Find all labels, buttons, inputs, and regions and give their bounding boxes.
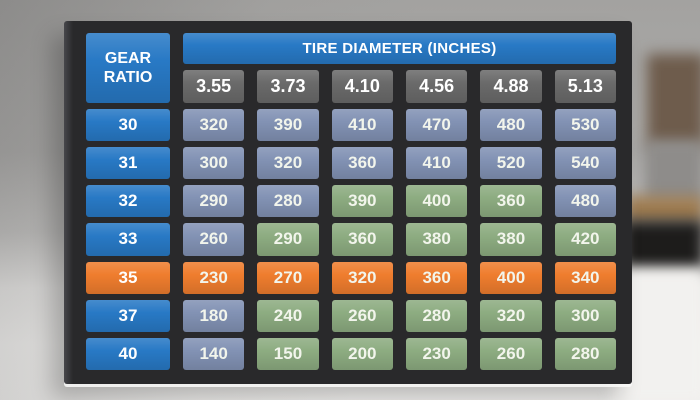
rpm-value-cell: 540 bbox=[554, 147, 616, 180]
rpm-value-cell: 360 bbox=[331, 147, 393, 180]
gear-ratio-cell: 30 bbox=[86, 109, 170, 142]
rpm-value-cell: 360 bbox=[331, 223, 393, 256]
rpm-value-cell: 400 bbox=[405, 185, 468, 218]
rpm-value-cell: 390 bbox=[331, 185, 393, 218]
rpm-value-cell: 230 bbox=[183, 261, 245, 294]
rpm-value-cell: 300 bbox=[183, 147, 245, 180]
rpm-value-cell: 260 bbox=[183, 223, 245, 256]
rpm-value-cell: 420 bbox=[554, 223, 616, 256]
rpm-value-cell: 470 bbox=[405, 109, 468, 142]
rpm-value-cell: 360 bbox=[405, 261, 468, 294]
gear-ratio-cell: 35 bbox=[86, 261, 170, 294]
gear-ratio-cell: 37 bbox=[86, 299, 170, 332]
rpm-value-cell: 230 bbox=[405, 337, 468, 370]
rpm-value-cell: 290 bbox=[183, 185, 245, 218]
column-header-3-55: 3.55 bbox=[183, 70, 245, 103]
rpm-value-cell: 140 bbox=[183, 337, 245, 370]
rpm-value-cell: 340 bbox=[554, 261, 616, 294]
column-header-4-10: 4.10 bbox=[331, 70, 393, 103]
rpm-value-cell: 150 bbox=[257, 337, 319, 370]
rpm-value-cell: 480 bbox=[554, 185, 616, 218]
rpm-value-cell: 320 bbox=[257, 147, 319, 180]
rpm-value-cell: 320 bbox=[480, 299, 542, 332]
rpm-value-cell: 380 bbox=[480, 223, 542, 256]
table-title: TIRE DIAMETER (INCHES) bbox=[183, 33, 616, 64]
rpm-value-cell: 480 bbox=[480, 109, 542, 142]
rpm-value-cell: 320 bbox=[183, 109, 245, 142]
rpm-value-cell: 280 bbox=[554, 337, 616, 370]
rpm-value-cell: 260 bbox=[480, 337, 542, 370]
rpm-value-cell: 240 bbox=[257, 299, 319, 332]
background-blur-object bbox=[647, 54, 700, 148]
rpm-value-cell: 320 bbox=[331, 261, 393, 294]
rpm-value-cell: 280 bbox=[405, 299, 468, 332]
corner-header-gear-ratio: GEAR RATIO bbox=[86, 33, 170, 103]
column-header-3-73: 3.73 bbox=[257, 70, 319, 103]
rpm-value-cell: 180 bbox=[183, 299, 245, 332]
ratio-table: GEAR RATIO TIRE DIAMETER (INCHES) 3.55 3… bbox=[86, 33, 616, 370]
gear-ratio-cell: 32 bbox=[86, 185, 170, 218]
rpm-value-cell: 270 bbox=[257, 261, 319, 294]
gear-ratio-cell: 40 bbox=[86, 337, 170, 370]
background-dark-strip bbox=[622, 220, 700, 272]
column-header-4-88: 4.88 bbox=[480, 70, 542, 103]
rpm-value-cell: 260 bbox=[331, 299, 393, 332]
rpm-value-cell: 410 bbox=[405, 147, 468, 180]
gear-ratio-cell: 31 bbox=[86, 147, 170, 180]
rpm-value-cell: 380 bbox=[405, 223, 468, 256]
column-header-4-56: 4.56 bbox=[405, 70, 468, 103]
background-blur-object bbox=[644, 140, 700, 204]
column-header-5-13: 5.13 bbox=[554, 70, 616, 103]
background-wood-shelf bbox=[626, 196, 700, 223]
rpm-value-cell: 360 bbox=[480, 185, 542, 218]
gear-ratio-chart-board: GEAR RATIO TIRE DIAMETER (INCHES) 3.55 3… bbox=[64, 21, 632, 384]
rpm-value-cell: 400 bbox=[480, 261, 542, 294]
rpm-value-cell: 410 bbox=[331, 109, 393, 142]
gear-ratio-cell: 33 bbox=[86, 223, 170, 256]
rpm-value-cell: 520 bbox=[480, 147, 542, 180]
rpm-value-cell: 280 bbox=[257, 185, 319, 218]
rpm-value-cell: 290 bbox=[257, 223, 319, 256]
rpm-value-cell: 530 bbox=[554, 109, 616, 142]
rpm-value-cell: 390 bbox=[257, 109, 319, 142]
rpm-value-cell: 300 bbox=[554, 299, 616, 332]
rpm-value-cell: 200 bbox=[331, 337, 393, 370]
